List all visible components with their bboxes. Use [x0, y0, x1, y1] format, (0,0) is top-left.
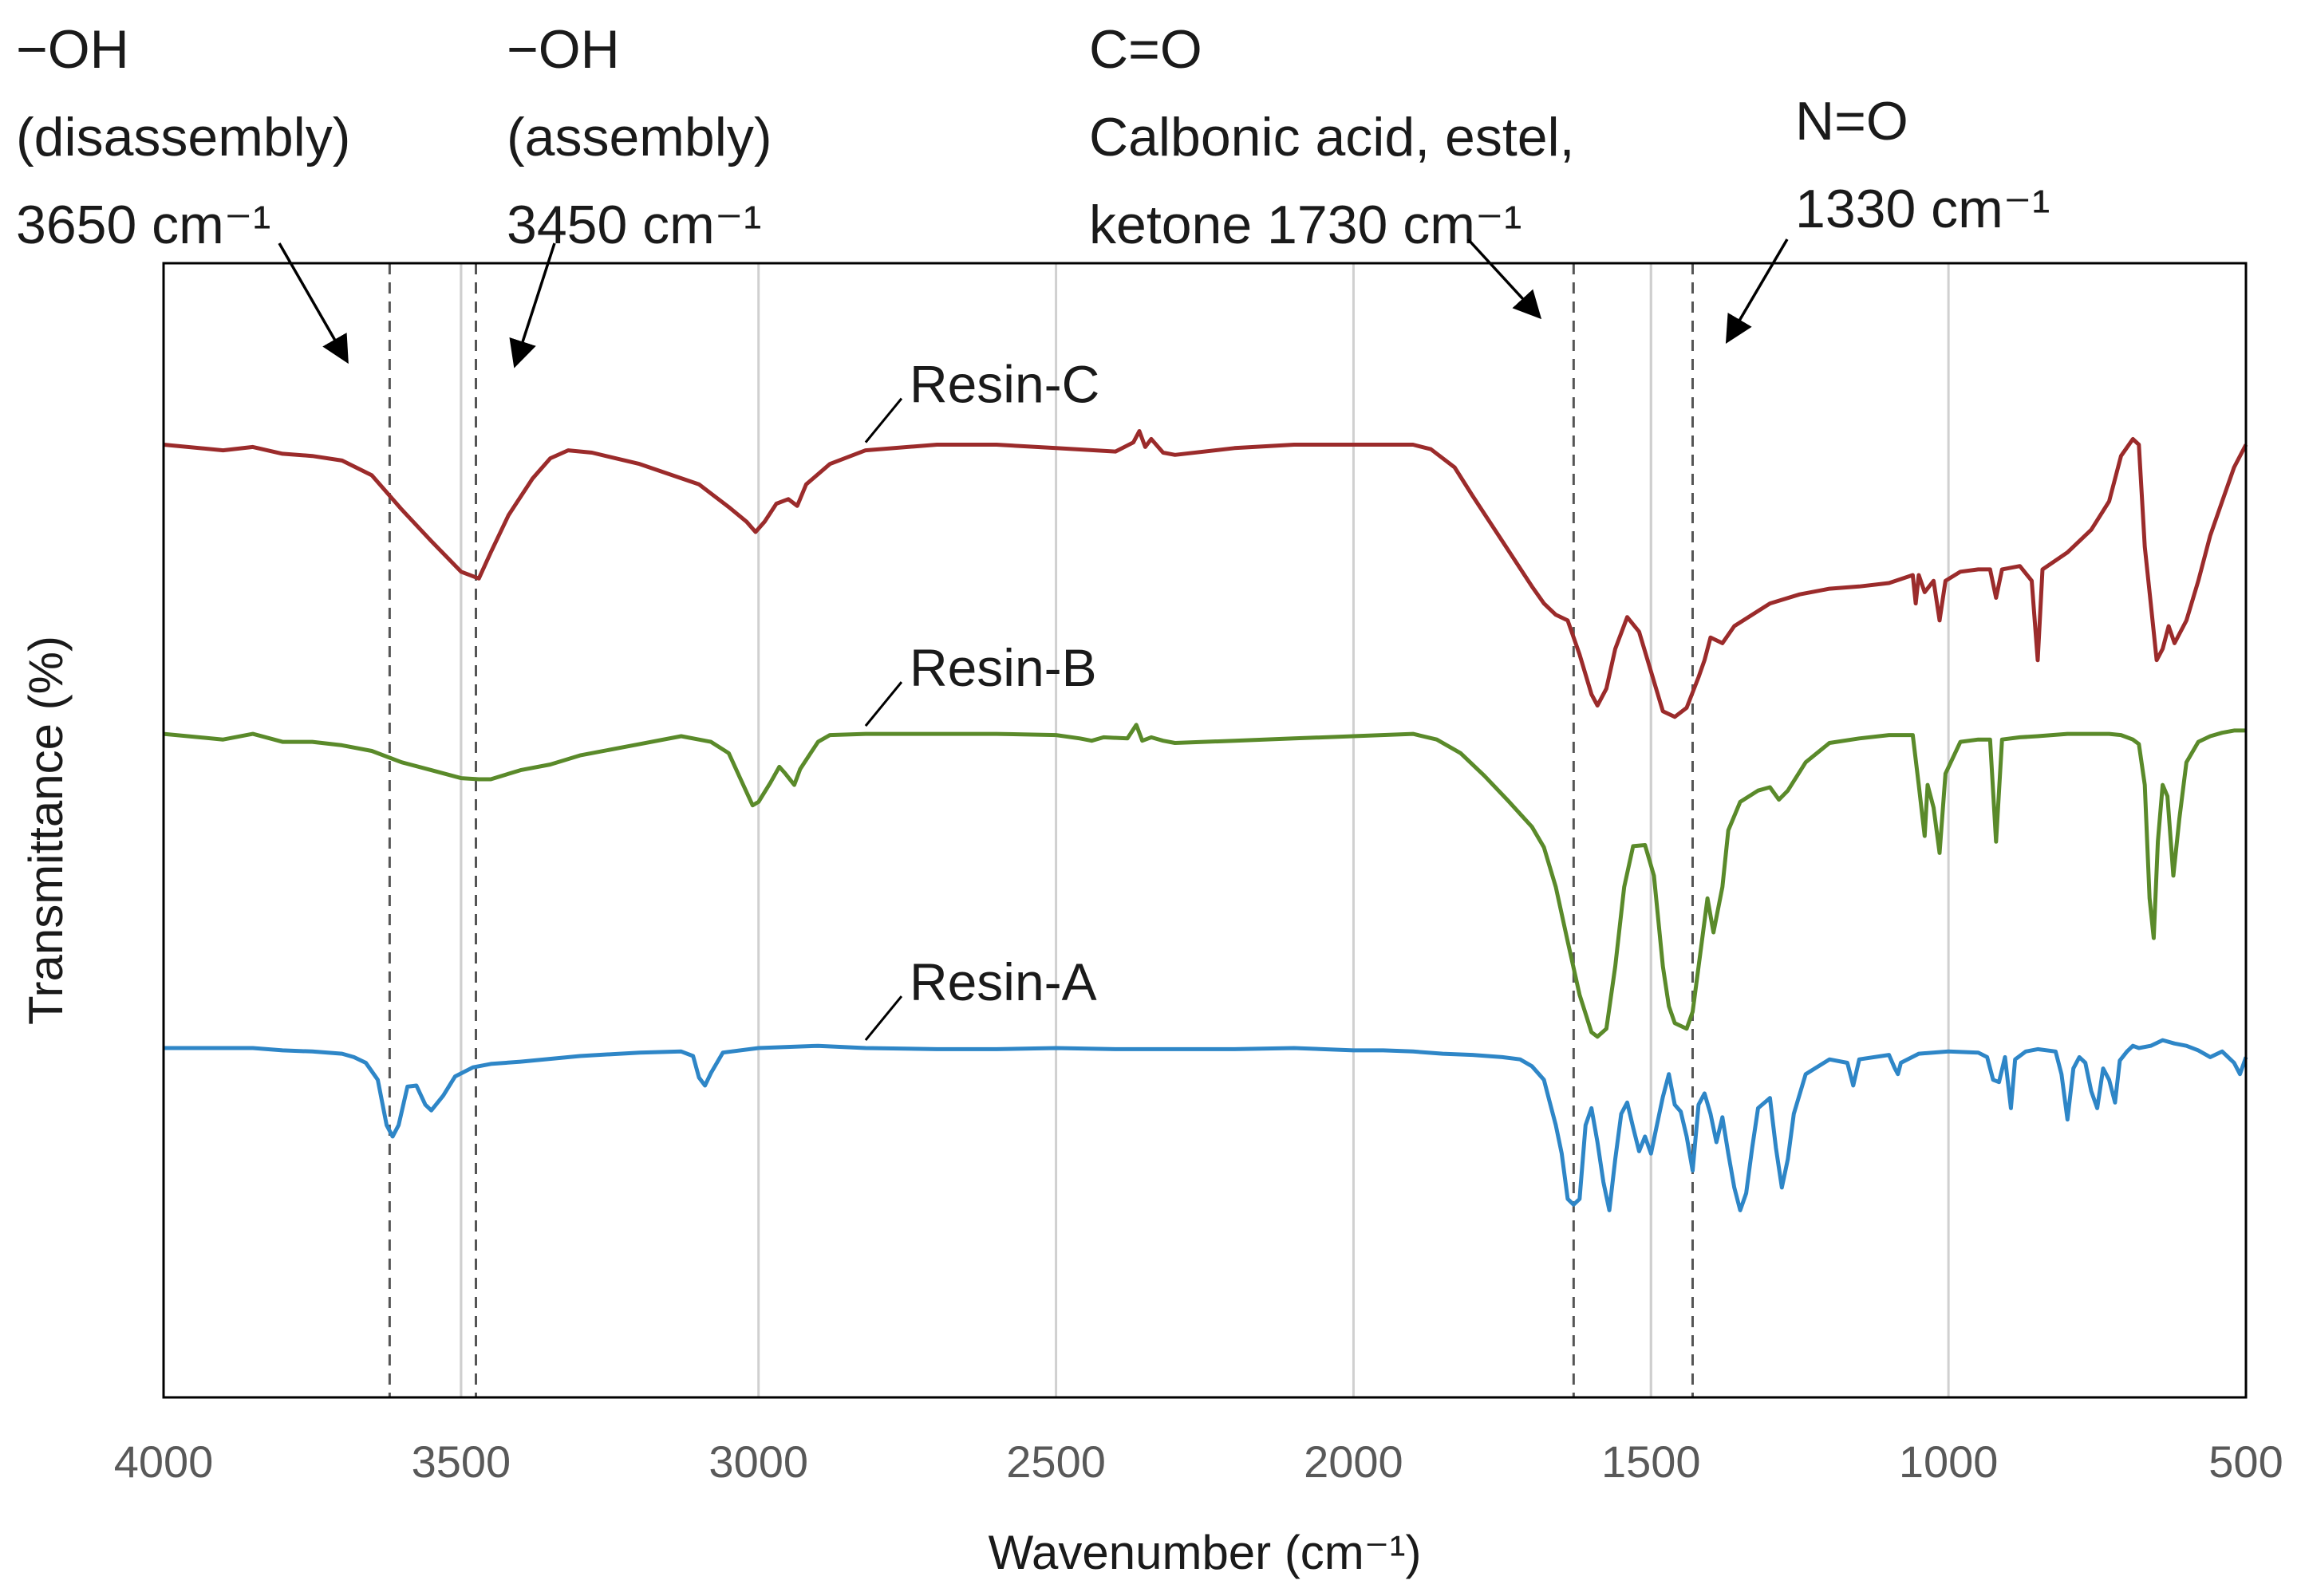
- x-axis-title: Wavenumber (cm⁻¹): [989, 1526, 1422, 1579]
- series-line-resin-c: [163, 429, 2248, 719]
- x-tick-label-2000: 2000: [1304, 1436, 1403, 1487]
- series-labels: Resin-C Resin-B Resin-A: [864, 355, 1099, 1041]
- annotation-1-line-2: (disassembly): [16, 107, 350, 167]
- annotation-2-arrow: [509, 242, 556, 368]
- annotations: −OH (disassembly) 3650 cm⁻¹ −OH (assembly) 34…: [16, 19, 2050, 368]
- annotation-4-arrow: [1725, 238, 1789, 345]
- series-leader-resin-c: [864, 397, 903, 443]
- annotation-4-line-2: 1330 cm⁻¹: [1795, 179, 2050, 239]
- annotation-3: C=O Calbonic acid, estel, ketone 1730 cm⁻¹: [1089, 19, 1575, 320]
- series-label-resin-c: Resin-C: [910, 355, 1099, 414]
- series-label-resin-a: Resin-A: [910, 952, 1097, 1011]
- series-leader-resin-a: [864, 995, 903, 1041]
- annotation-1-line-1: −OH: [16, 19, 129, 80]
- annotation-1: −OH (disassembly) 3650 cm⁻¹: [16, 19, 350, 365]
- series-label-resin-b: Resin-B: [910, 638, 1097, 697]
- series-line-resin-b: [163, 723, 2246, 1039]
- annotation-4-line-1: N=O: [1795, 91, 1908, 152]
- annotation-2-line-1: −OH: [507, 19, 620, 80]
- x-tick-label-4000: 4000: [114, 1436, 214, 1487]
- reference-lines: [388, 263, 1694, 1397]
- annotation-2: −OH (assembly) 3450 cm⁻¹: [507, 19, 772, 368]
- x-tick-label-500: 500: [2208, 1436, 2283, 1487]
- plot-frame: [162, 262, 2248, 1399]
- x-tick-label-3500: 3500: [412, 1436, 511, 1487]
- x-tick-label-1000: 1000: [1899, 1436, 1999, 1487]
- series-line-resin-a: [164, 1038, 2248, 1212]
- annotation-3-arrow: [1466, 238, 1542, 320]
- series-layer: [163, 429, 2248, 1212]
- x-tick-label-1500: 1500: [1601, 1436, 1701, 1487]
- annotation-1-line-3: 3650 cm⁻¹: [16, 195, 270, 255]
- annotation-4: N=O 1330 cm⁻¹: [1725, 91, 2050, 345]
- series-leader-resin-b: [864, 681, 903, 727]
- x-tick-labels: 4000 3500 3000 2500 2000 1500 1000 500: [114, 1436, 2283, 1487]
- y-axis-title: Transmittance (%): [19, 636, 73, 1025]
- annotation-3-line-1: C=O: [1089, 19, 1202, 80]
- annotation-3-line-3: ketone 1730 cm⁻¹: [1089, 195, 1522, 255]
- x-tick-label-2500: 2500: [1006, 1436, 1106, 1487]
- grid-layer: [460, 263, 1950, 1397]
- x-tick-label-3000: 3000: [708, 1436, 808, 1487]
- annotation-2-line-2: (assembly): [507, 107, 772, 167]
- annotation-2-line-3: 3450 cm⁻¹: [507, 195, 761, 255]
- annotation-3-line-2: Calbonic acid, estel,: [1089, 107, 1575, 167]
- annotation-1-arrow: [278, 242, 349, 365]
